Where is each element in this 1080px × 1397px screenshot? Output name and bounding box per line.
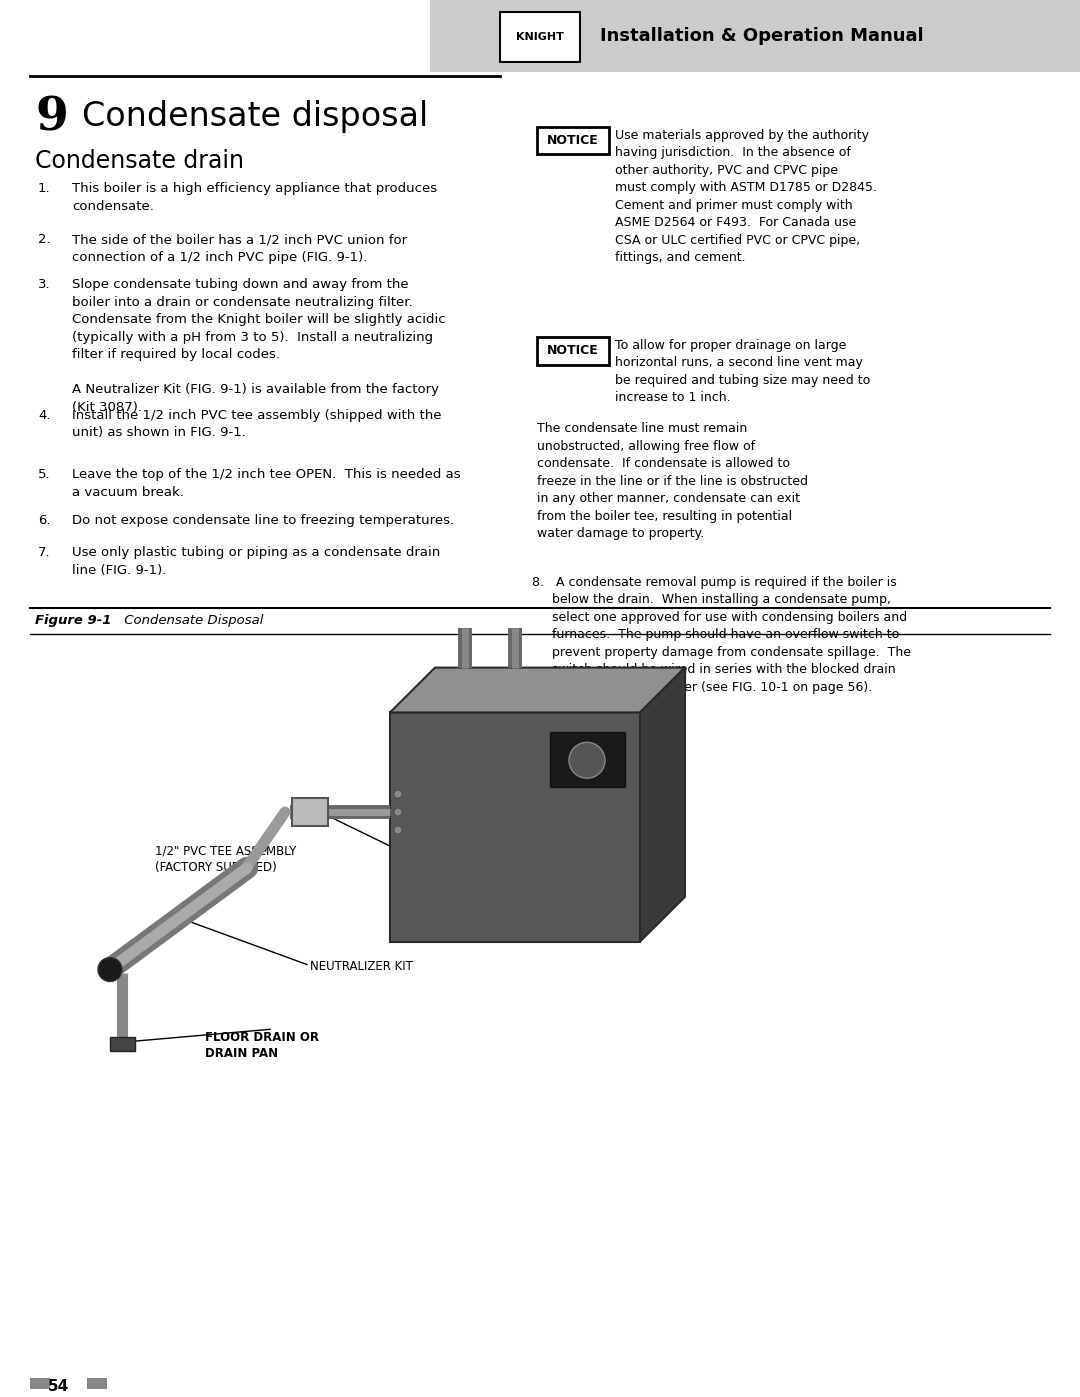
- Text: NOTICE: NOTICE: [548, 344, 599, 358]
- Text: Installation & Operation Manual: Installation & Operation Manual: [600, 27, 923, 45]
- Circle shape: [569, 742, 605, 778]
- Text: Do not expose condensate line to freezing temperatures.: Do not expose condensate line to freezin…: [72, 514, 454, 527]
- Text: Use materials approved by the authority
having jurisdiction.  In the absence of
: Use materials approved by the authority …: [615, 129, 877, 264]
- Text: 54: 54: [48, 1379, 69, 1394]
- Text: 1/2" PVC TEE ASSEMBLY
(FACTORY SUPPLIED): 1/2" PVC TEE ASSEMBLY (FACTORY SUPPLIED): [156, 845, 296, 875]
- Circle shape: [394, 807, 402, 816]
- Polygon shape: [640, 668, 685, 942]
- Text: Install the 1/2 inch PVC tee assembly (shipped with the
unit) as shown in FIG. 9: Install the 1/2 inch PVC tee assembly (s…: [72, 408, 442, 439]
- Text: 2.: 2.: [38, 233, 51, 246]
- Text: 6.: 6.: [38, 514, 51, 527]
- Text: Slope condensate tubing down and away from the
boiler into a drain or condensate: Slope condensate tubing down and away fr…: [72, 278, 446, 414]
- Text: 1/2" PVC UNION
(FACTORY SUPPLIED): 1/2" PVC UNION (FACTORY SUPPLIED): [485, 882, 607, 911]
- Text: Condensate drain: Condensate drain: [35, 149, 244, 173]
- Text: 5.: 5.: [38, 468, 51, 482]
- Text: 9: 9: [35, 95, 68, 141]
- Text: Use only plastic tubing or piping as a condensate drain
line (FIG. 9-1).: Use only plastic tubing or piping as a c…: [72, 546, 441, 577]
- Text: FLOOR DRAIN OR
DRAIN PAN: FLOOR DRAIN OR DRAIN PAN: [205, 1031, 319, 1060]
- Text: 1.: 1.: [38, 183, 51, 196]
- Polygon shape: [390, 668, 685, 712]
- Text: 4.: 4.: [38, 408, 51, 422]
- Text: Figure 9-1: Figure 9-1: [35, 613, 111, 627]
- Bar: [550, 732, 625, 787]
- Text: Condensate Disposal: Condensate Disposal: [120, 613, 264, 627]
- Text: 7.: 7.: [38, 546, 51, 559]
- Text: Leave the top of the 1/2 inch tee OPEN.  This is needed as
a vacuum break.: Leave the top of the 1/2 inch tee OPEN. …: [72, 468, 461, 499]
- Bar: [500, 13, 580, 61]
- Text: This boiler is a high efficiency appliance that produces
condensate.: This boiler is a high efficiency applian…: [72, 183, 437, 212]
- Text: KNIGHT: KNIGHT: [516, 32, 564, 42]
- Text: The side of the boiler has a 1/2 inch PVC union for
connection of a 1/2 inch PVC: The side of the boiler has a 1/2 inch PV…: [72, 233, 407, 264]
- Circle shape: [394, 791, 402, 798]
- Circle shape: [394, 826, 402, 834]
- Circle shape: [98, 957, 122, 982]
- Polygon shape: [390, 712, 640, 942]
- Text: The condensate line must remain
unobstructed, allowing free flow of
condensate. : The condensate line must remain unobstru…: [537, 422, 808, 541]
- Text: Condensate disposal: Condensate disposal: [82, 99, 429, 133]
- Bar: [30, 1377, 50, 1389]
- Text: To allow for proper drainage on large
horizontal runs, a second line vent may
be: To allow for proper drainage on large ho…: [615, 339, 870, 404]
- Bar: [292, 798, 328, 826]
- Bar: [430, 0, 1080, 71]
- Text: NOTICE: NOTICE: [548, 134, 599, 147]
- Bar: [110, 1038, 135, 1051]
- Text: 3.: 3.: [38, 278, 51, 291]
- Text: NEUTRALIZER KIT: NEUTRALIZER KIT: [310, 960, 413, 972]
- Bar: [87, 1377, 107, 1389]
- Bar: [537, 337, 609, 365]
- Bar: [537, 127, 609, 155]
- Text: 8.   A condensate removal pump is required if the boiler is
     below the drain: 8. A condensate removal pump is required…: [532, 576, 912, 694]
